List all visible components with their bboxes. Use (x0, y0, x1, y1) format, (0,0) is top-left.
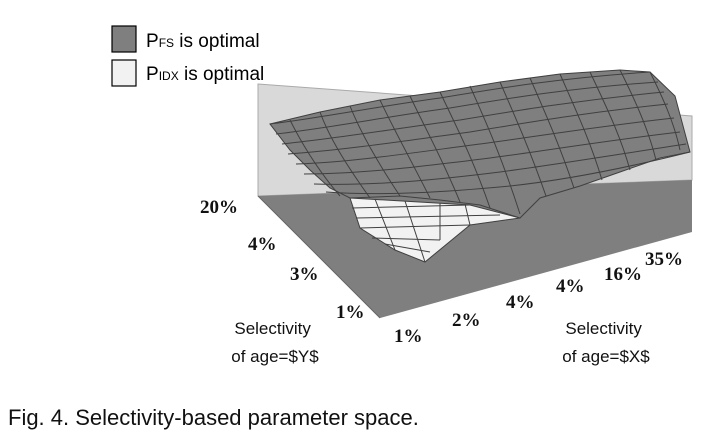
legend-fs-sub: FS (159, 36, 174, 50)
legend-idx-sub: IDX (159, 69, 179, 83)
legend-label-idx: PIDX is optimal (146, 64, 264, 85)
y-tick-label: 3% (290, 264, 319, 285)
x-tick-label: 16% (604, 264, 642, 285)
x-axis-title: Selectivity of age=$X$ (562, 319, 650, 366)
legend-swatch-idx (111, 59, 137, 87)
y-axis-title-line1: Selectivity (234, 319, 311, 338)
y-tick-label: 20% (200, 197, 238, 218)
floor-edge (257, 195, 381, 319)
fs-surface (269, 69, 691, 219)
surface-chart: PFS is optimal PIDX is optimal 20% 4% 3%… (111, 25, 693, 366)
legend-fs-p: P (146, 31, 159, 52)
y-axis-title: Selectivity of age=$Y$ (231, 319, 319, 366)
idx-region (349, 197, 521, 263)
x-axis-title-line1: Selectivity (565, 319, 642, 338)
legend-swatch-fs (111, 25, 137, 53)
x-tick-label: 2% (452, 310, 481, 331)
legend-label-fs: PFS is optimal (146, 31, 260, 52)
x-tick-label: 4% (556, 276, 585, 297)
legend-idx-suffix: is optimal (179, 64, 265, 85)
legend-idx-p: P (146, 64, 159, 85)
legend-fs-suffix: is optimal (174, 31, 260, 52)
x-axis-title-line2: of age=$X$ (562, 347, 650, 366)
x-tick-label: 1% (394, 326, 423, 347)
y-tick-label: 1% (336, 302, 365, 323)
x-tick-label: 4% (506, 292, 535, 313)
legend: PFS is optimal PIDX is optimal (111, 25, 264, 87)
figure-caption: Fig. 4. Selectivity-based parameter spac… (8, 405, 419, 430)
y-tick-label: 4% (248, 234, 277, 255)
y-axis-title-line2: of age=$Y$ (231, 347, 319, 366)
x-tick-label: 35% (645, 249, 683, 270)
